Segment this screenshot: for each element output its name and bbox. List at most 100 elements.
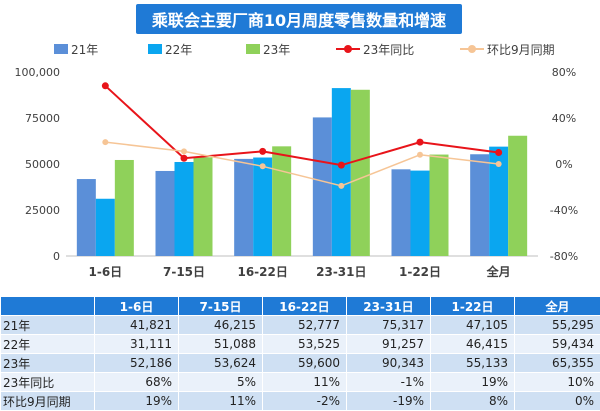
y-left-tick-label: 25000: [25, 204, 60, 217]
series-point-mom: [181, 148, 187, 154]
table-cell: 90,343: [347, 354, 431, 373]
y-right-tick-label: 80%: [552, 66, 576, 79]
table-cell: 5%: [179, 373, 263, 392]
table-cell: 59,434: [515, 335, 600, 354]
legend-item-mom: 环比9月同期: [460, 40, 555, 58]
table-cell: 91,257: [347, 335, 431, 354]
legend-swatch-yoy: [336, 44, 360, 54]
series-point-yoy: [338, 162, 345, 169]
series-point-yoy: [495, 149, 502, 156]
table-row: 23年 52,186 53,624 59,600 90,343 55,133 6…: [1, 354, 600, 373]
table-cell: 68%: [95, 373, 179, 392]
table-header-cell: 23-31日: [347, 297, 431, 316]
series-point-mom: [496, 161, 502, 167]
legend-swatch-22: [148, 44, 162, 54]
y-left-tick-label: 0: [53, 250, 60, 263]
table-cell: 52,186: [95, 354, 179, 373]
y-right-tick-label: 40%: [552, 112, 576, 125]
table-cell: 55,295: [515, 316, 600, 335]
table-header-cell: 16-22日: [263, 297, 347, 316]
series-point-mom: [338, 183, 344, 189]
table-row: 22年 31,111 51,088 53,525 91,257 46,415 5…: [1, 335, 600, 354]
table-row-label: 22年: [1, 335, 95, 354]
x-tick-label: 16-22日: [237, 265, 287, 279]
table-cell: 47,105: [431, 316, 515, 335]
chart-title-box: 乘联会主要厂商10月周度零售数量和增速: [136, 4, 462, 34]
legend-label-23: 23年: [263, 41, 290, 58]
table-cell: 59,600: [263, 354, 347, 373]
bar-21: [313, 117, 332, 256]
legend-swatch-mom: [460, 44, 484, 54]
legend-swatch-23: [246, 44, 260, 54]
table-row-label: 23年: [1, 354, 95, 373]
x-tick-label: 7-15日: [163, 265, 205, 279]
legend-item-23: 23年: [246, 40, 290, 58]
bar-21: [77, 179, 96, 256]
table-cell: -1%: [347, 373, 431, 392]
bar-22: [175, 162, 194, 256]
y-right-tick-label: 0%: [555, 158, 572, 171]
bar-22: [96, 199, 115, 256]
table-row: 21年 41,821 46,215 52,777 75,317 47,105 5…: [1, 316, 600, 335]
series-point-mom: [102, 139, 108, 145]
table-cell: 51,088: [179, 335, 263, 354]
bar-21: [470, 154, 489, 256]
chart-title: 乘联会主要厂商10月周度零售数量和增速: [152, 7, 446, 31]
table-cell: 65,355: [515, 354, 600, 373]
legend-item-21: 21年: [54, 40, 98, 58]
chart-legend: 21年 22年 23年 23年同比 环比9月同期: [0, 40, 600, 58]
bar-23: [430, 155, 449, 256]
data-table: 1-6日 7-15日 16-22日 23-31日 1-22日 全月 21年 41…: [0, 296, 600, 411]
table-cell: 19%: [431, 373, 515, 392]
table-header-cell: 1-22日: [431, 297, 515, 316]
table-cell: 75,317: [347, 316, 431, 335]
y-right-tick-label: -80%: [550, 250, 578, 263]
bar-22: [411, 171, 430, 256]
bar-22: [332, 88, 351, 256]
table-row: 23年同比 68% 5% 11% -1% 19% 10%: [1, 373, 600, 392]
table-cell: 10%: [515, 373, 600, 392]
legend-label-21: 21年: [71, 41, 98, 58]
x-tick-label: 1-6日: [88, 265, 122, 279]
legend-label-mom: 环比9月同期: [487, 41, 555, 58]
table-row-label: 23年同比: [1, 373, 95, 392]
table-cell: 46,215: [179, 316, 263, 335]
x-tick-label: 23-31日: [316, 265, 366, 279]
bar-23: [508, 136, 527, 256]
table-cell: 53,624: [179, 354, 263, 373]
legend-swatch-21: [54, 44, 68, 54]
y-left-tick-label: 100,000: [15, 66, 61, 79]
chart-plot: 0 25000 50000 75000 100,000 -80% -40% 0% 40% 80% 1…: [0, 60, 600, 292]
bar-23: [194, 157, 213, 256]
bar-23: [272, 146, 291, 256]
legend-label-22: 22年: [165, 41, 192, 58]
legend-item-yoy: 23年同比: [336, 40, 414, 58]
bar-21: [392, 169, 411, 256]
series-point-yoy: [417, 139, 424, 146]
table-header-cell: 1-6日: [95, 297, 179, 316]
table-cell: 11%: [263, 373, 347, 392]
bar-21: [156, 171, 175, 256]
table-cell: 41,821: [95, 316, 179, 335]
bar-23: [351, 90, 370, 256]
bar-23: [115, 160, 134, 256]
series-point-mom: [260, 163, 266, 169]
x-tick-label: 全月: [486, 264, 511, 279]
series-point-yoy: [181, 155, 188, 162]
legend-label-yoy: 23年同比: [363, 41, 414, 58]
series-point-mom: [417, 152, 423, 158]
table-cell: 31,111: [95, 335, 179, 354]
y-left-tick-label: 75000: [25, 112, 60, 125]
table-header-cell: 7-15日: [179, 297, 263, 316]
table-cell: 52,777: [263, 316, 347, 335]
y-right-tick-label: -40%: [550, 204, 578, 217]
table-header-row: 1-6日 7-15日 16-22日 23-31日 1-22日 全月: [1, 297, 600, 316]
table-cell: 53,525: [263, 335, 347, 354]
bar-21: [234, 159, 253, 256]
legend-item-22: 22年: [148, 40, 192, 58]
series-point-yoy: [259, 148, 266, 155]
y-left-tick-label: 50000: [25, 158, 60, 171]
table-cell: 46,415: [431, 335, 515, 354]
table-header-cell: [1, 297, 95, 316]
